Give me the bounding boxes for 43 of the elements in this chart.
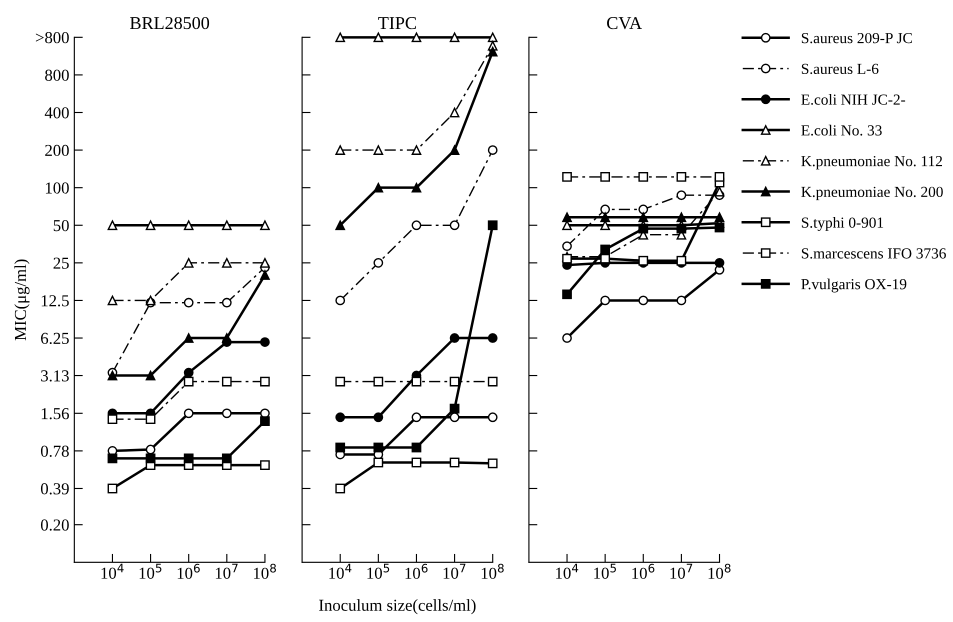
x-tick-label: 10$^{7}$ [216, 564, 238, 579]
y-tick-label: 12.5 [42, 295, 69, 306]
x-tick-label: 10$^{5}$ [140, 564, 162, 579]
x-tick-label: 10$^{6}$ [178, 564, 200, 579]
x-tick-label: 10$^{7}$ [670, 564, 692, 579]
y-tick-label: 0.78 [40, 446, 69, 457]
legend-label: E.coli NIH JC-2- [801, 94, 906, 105]
x-tick-label: 10$^{4}$ [329, 564, 352, 579]
chart-title: BRL28500 [130, 16, 210, 30]
y-tick-label: 25 [54, 258, 69, 269]
x-tick-label: 10$^{8}$ [482, 564, 504, 579]
legend-label: K.pneumoniae No. 200 [801, 186, 943, 200]
chart-title: TIPC [378, 17, 416, 30]
chart-title: CVA [607, 17, 642, 30]
y-tick-label: 6.25 [41, 332, 69, 344]
legend-label: E.coli No. 33 [801, 124, 882, 136]
x-tick-label: 10$^{4}$ [102, 564, 124, 579]
legend-label: S.typhi 0-901 [802, 217, 884, 231]
x-tick-label: 10$^{6}$ [632, 564, 654, 579]
x-tick-label: 10$^{5}$ [594, 564, 616, 579]
legend-label: S.marcescens IFO 3736 [802, 248, 946, 259]
y-tick-label: 1.56 [42, 408, 69, 420]
x-tick-label: 10$^{8}$ [708, 564, 731, 579]
legend-label: P.vulgaris OX-19 [801, 278, 906, 292]
legend-label: S.aureus L-6 [802, 64, 878, 74]
y-tick-label: 100 [46, 182, 69, 194]
y-tick-label: 400 [44, 107, 69, 118]
x-axis-title: Inoculum size(cells/ml) [319, 599, 476, 614]
y-tick-label: 200 [45, 144, 69, 156]
x-tick-label: 10$^{8}$ [254, 564, 276, 579]
y-axis-title: MIC(μg/ml) [14, 259, 30, 340]
y-tick-label: 800 [45, 70, 69, 81]
legend-label: S.aureus 209-P JC [802, 32, 912, 44]
y-tick-label: 3.13 [41, 370, 69, 382]
legend-label: K.pneumoniae No. 112 [801, 156, 942, 170]
x-tick-label: 10$^{4}$ [556, 564, 578, 579]
x-tick-label: 10$^{7}$ [444, 564, 466, 579]
y-tick-label: 50 [54, 220, 69, 232]
x-tick-label: 10$^{5}$ [367, 564, 390, 579]
y-tick-label: 0.39 [40, 483, 69, 494]
y-tick-label: >800 [36, 32, 69, 44]
x-tick-label: 10$^{6}$ [406, 564, 428, 579]
y-tick-label: 0.20 [40, 519, 69, 531]
